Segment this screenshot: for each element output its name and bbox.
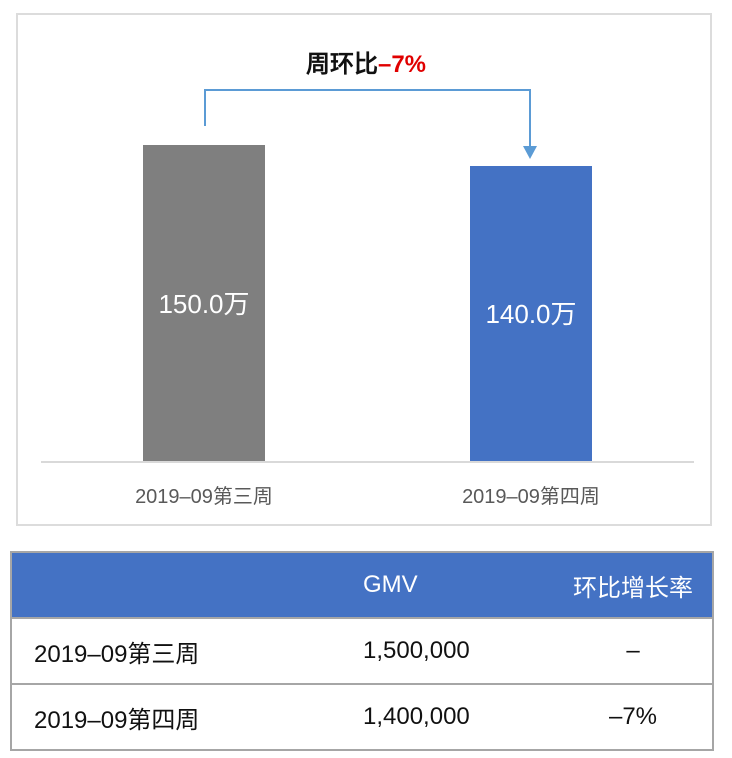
header-change: 环比增长率 (554, 552, 713, 618)
cell-gmv: 1,500,000 (335, 617, 554, 684)
table-row: 2019–09第四周 1,400,000 –7% (11, 683, 713, 750)
gmv-table: GMV 环比增长率 2019–09第三周 1,500,000 – 2019–09… (10, 551, 714, 751)
header-period (11, 552, 335, 618)
x-tick-label: 2019–09第四周 (462, 486, 600, 508)
chart-panel (16, 13, 712, 526)
bar-value-label: 140.0万 (485, 299, 577, 329)
x-axis-line (41, 461, 694, 463)
cell-period: 2019–09第四周 (11, 683, 335, 750)
chart-title: 周环比–7% (0, 44, 732, 79)
title-prefix: 周环比 (305, 51, 378, 78)
x-tick-label: 2019–09第三周 (135, 486, 273, 508)
cell-change: –7% (554, 683, 713, 750)
cell-change: – (554, 617, 713, 684)
table-row: 2019–09第三周 1,500,000 – (11, 617, 713, 684)
table-header-row: GMV 环比增长率 (11, 552, 713, 618)
bar-week4: 140.0万 (470, 166, 592, 462)
cell-period: 2019–09第三周 (11, 617, 335, 684)
bar-value-label: 150.0万 (158, 289, 250, 319)
comparison-arrow-icon (204, 89, 537, 159)
title-change: –7% (377, 51, 427, 78)
header-gmv: GMV (335, 552, 554, 618)
cell-gmv: 1,400,000 (335, 683, 554, 750)
bar-week3: 150.0万 (143, 145, 265, 462)
